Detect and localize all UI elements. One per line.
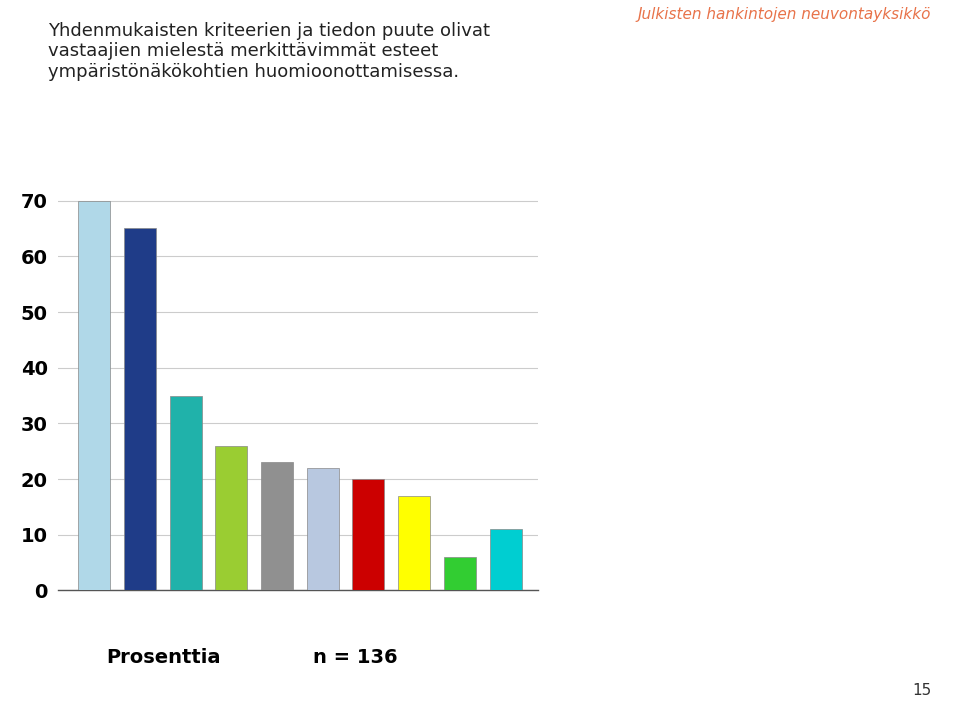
Text: Julkisten hankintojen neuvontayksikkö: Julkisten hankintojen neuvontayksikkö	[637, 7, 931, 22]
Bar	[352, 479, 384, 590]
Text: n = 136: n = 136	[313, 648, 397, 667]
Bar	[261, 462, 293, 590]
Bar	[307, 468, 339, 590]
Bar	[398, 496, 430, 590]
Text: 15: 15	[912, 683, 931, 698]
Text: Prosenttia: Prosenttia	[106, 648, 221, 667]
Legend: yhdenmukaisten
kriteerien puuttuminen, tiedon puute, oikeudellinen
  epäselvyys,: yhdenmukaisten kriteerien puuttuminen, t…	[557, 72, 765, 372]
Bar	[444, 557, 476, 590]
Text: Yhdenmukaisten kriteerien ja tiedon puute olivat
vastaajien mielestä merkittävim: Yhdenmukaisten kriteerien ja tiedon puut…	[48, 22, 490, 81]
Bar	[215, 446, 248, 590]
Bar	[124, 228, 156, 590]
Bar	[170, 395, 202, 590]
Bar	[490, 529, 521, 590]
Bar	[78, 201, 110, 590]
